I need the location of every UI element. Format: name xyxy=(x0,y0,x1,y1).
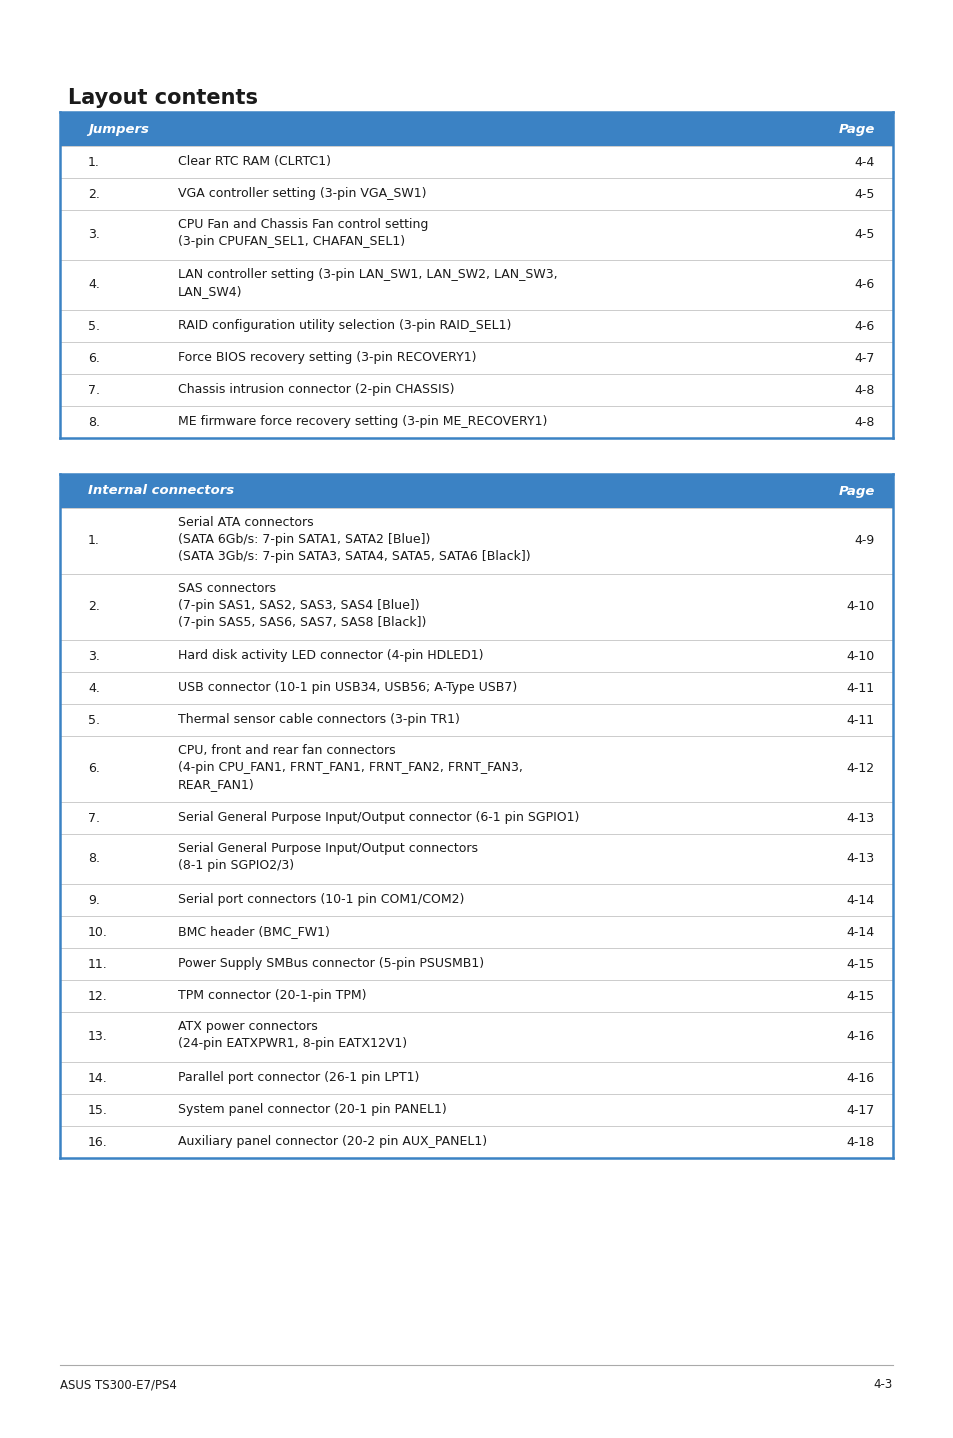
Text: Auxiliary panel connector (20-2 pin AUX_PANEL1): Auxiliary panel connector (20-2 pin AUX_… xyxy=(178,1136,487,1149)
Text: Chassis intrusion connector (2-pin CHASSIS): Chassis intrusion connector (2-pin CHASS… xyxy=(178,384,454,397)
Text: 11.: 11. xyxy=(88,958,108,971)
Bar xyxy=(60,112,892,147)
Text: 4-13: 4-13 xyxy=(846,811,874,824)
Text: 4-6: 4-6 xyxy=(854,319,874,332)
Text: 4-8: 4-8 xyxy=(854,416,874,429)
Text: 10.: 10. xyxy=(88,926,108,939)
Text: CPU, front and rear fan connectors
(4-pin CPU_FAN1, FRNT_FAN1, FRNT_FAN2, FRNT_F: CPU, front and rear fan connectors (4-pi… xyxy=(178,743,522,791)
Text: 7.: 7. xyxy=(88,384,100,397)
Text: 1.: 1. xyxy=(88,535,100,548)
Text: USB connector (10-1 pin USB34, USB56; A-Type USB7): USB connector (10-1 pin USB34, USB56; A-… xyxy=(178,682,517,695)
Text: 13.: 13. xyxy=(88,1031,108,1044)
Text: Serial General Purpose Input/Output connectors
(8-1 pin SGPIO2/3): Serial General Purpose Input/Output conn… xyxy=(178,843,477,871)
Text: 4-16: 4-16 xyxy=(846,1071,874,1084)
Text: 5.: 5. xyxy=(88,319,100,332)
Text: 2.: 2. xyxy=(88,601,100,614)
Text: 8.: 8. xyxy=(88,853,100,866)
Text: 4-13: 4-13 xyxy=(846,853,874,866)
Text: Page: Page xyxy=(838,122,874,135)
Text: 4-5: 4-5 xyxy=(854,187,874,200)
Text: 4-12: 4-12 xyxy=(846,762,874,775)
Text: Power Supply SMBus connector (5-pin PSUSMB1): Power Supply SMBus connector (5-pin PSUS… xyxy=(178,958,483,971)
Text: 3.: 3. xyxy=(88,650,100,663)
Text: 4-18: 4-18 xyxy=(846,1136,874,1149)
Text: Force BIOS recovery setting (3-pin RECOVERY1): Force BIOS recovery setting (3-pin RECOV… xyxy=(178,351,476,364)
Text: 4-11: 4-11 xyxy=(846,682,874,695)
Text: ATX power connectors
(24-pin EATXPWR1, 8-pin EATX12V1): ATX power connectors (24-pin EATXPWR1, 8… xyxy=(178,1020,407,1050)
Text: 4-15: 4-15 xyxy=(846,958,874,971)
Text: 6.: 6. xyxy=(88,351,100,364)
Text: System panel connector (20-1 pin PANEL1): System panel connector (20-1 pin PANEL1) xyxy=(178,1103,446,1116)
Text: ME firmware force recovery setting (3-pin ME_RECOVERY1): ME firmware force recovery setting (3-pi… xyxy=(178,416,547,429)
Text: 6.: 6. xyxy=(88,762,100,775)
Text: 4-4: 4-4 xyxy=(854,155,874,168)
Bar xyxy=(60,475,892,508)
Text: 8.: 8. xyxy=(88,416,100,429)
Text: 4-7: 4-7 xyxy=(854,351,874,364)
Text: 4-14: 4-14 xyxy=(846,893,874,906)
Text: Serial General Purpose Input/Output connector (6-1 pin SGPIO1): Serial General Purpose Input/Output conn… xyxy=(178,811,578,824)
Text: 4-10: 4-10 xyxy=(846,601,874,614)
Text: 1.: 1. xyxy=(88,155,100,168)
Text: Parallel port connector (26-1 pin LPT1): Parallel port connector (26-1 pin LPT1) xyxy=(178,1071,419,1084)
Text: Serial ATA connectors
(SATA 6Gb/s: 7-pin SATA1, SATA2 [Blue])
(SATA 3Gb/s: 7-pin: Serial ATA connectors (SATA 6Gb/s: 7-pin… xyxy=(178,516,530,564)
Text: 3.: 3. xyxy=(88,229,100,242)
Text: 7.: 7. xyxy=(88,811,100,824)
Text: VGA controller setting (3-pin VGA_SW1): VGA controller setting (3-pin VGA_SW1) xyxy=(178,187,426,200)
Text: TPM connector (20-1-pin TPM): TPM connector (20-1-pin TPM) xyxy=(178,989,366,1002)
Text: 16.: 16. xyxy=(88,1136,108,1149)
Text: 4-10: 4-10 xyxy=(846,650,874,663)
Text: Internal connectors: Internal connectors xyxy=(88,485,233,498)
Text: Serial port connectors (10-1 pin COM1/COM2): Serial port connectors (10-1 pin COM1/CO… xyxy=(178,893,464,906)
Text: Clear RTC RAM (CLRTC1): Clear RTC RAM (CLRTC1) xyxy=(178,155,331,168)
Text: 4-3: 4-3 xyxy=(873,1379,892,1392)
Text: 4-9: 4-9 xyxy=(854,535,874,548)
Text: CPU Fan and Chassis Fan control setting
(3-pin CPUFAN_SEL1, CHAFAN_SEL1): CPU Fan and Chassis Fan control setting … xyxy=(178,219,428,247)
Text: 9.: 9. xyxy=(88,893,100,906)
Text: 5.: 5. xyxy=(88,713,100,726)
Text: Layout contents: Layout contents xyxy=(68,88,257,108)
Text: ASUS TS300-E7/PS4: ASUS TS300-E7/PS4 xyxy=(60,1379,176,1392)
Text: 4-16: 4-16 xyxy=(846,1031,874,1044)
Text: 4-14: 4-14 xyxy=(846,926,874,939)
Text: 14.: 14. xyxy=(88,1071,108,1084)
Text: Jumpers: Jumpers xyxy=(88,122,149,135)
Text: 4-17: 4-17 xyxy=(846,1103,874,1116)
Text: 12.: 12. xyxy=(88,989,108,1002)
Text: 2.: 2. xyxy=(88,187,100,200)
Text: 4-5: 4-5 xyxy=(854,229,874,242)
Text: RAID configuration utility selection (3-pin RAID_SEL1): RAID configuration utility selection (3-… xyxy=(178,319,511,332)
Text: 4-6: 4-6 xyxy=(854,279,874,292)
Text: 15.: 15. xyxy=(88,1103,108,1116)
Text: Hard disk activity LED connector (4-pin HDLED1): Hard disk activity LED connector (4-pin … xyxy=(178,650,483,663)
Text: Page: Page xyxy=(838,485,874,498)
Text: 4-11: 4-11 xyxy=(846,713,874,726)
Text: 4.: 4. xyxy=(88,279,100,292)
Text: 4-15: 4-15 xyxy=(846,989,874,1002)
Text: 4-8: 4-8 xyxy=(854,384,874,397)
Text: LAN controller setting (3-pin LAN_SW1, LAN_SW2, LAN_SW3,
LAN_SW4): LAN controller setting (3-pin LAN_SW1, L… xyxy=(178,267,558,298)
Text: SAS connectors
(7-pin SAS1, SAS2, SAS3, SAS4 [Blue])
(7-pin SAS5, SAS6, SAS7, SA: SAS connectors (7-pin SAS1, SAS2, SAS3, … xyxy=(178,582,426,628)
Text: BMC header (BMC_FW1): BMC header (BMC_FW1) xyxy=(178,926,330,939)
Text: 4.: 4. xyxy=(88,682,100,695)
Text: Thermal sensor cable connectors (3-pin TR1): Thermal sensor cable connectors (3-pin T… xyxy=(178,713,459,726)
